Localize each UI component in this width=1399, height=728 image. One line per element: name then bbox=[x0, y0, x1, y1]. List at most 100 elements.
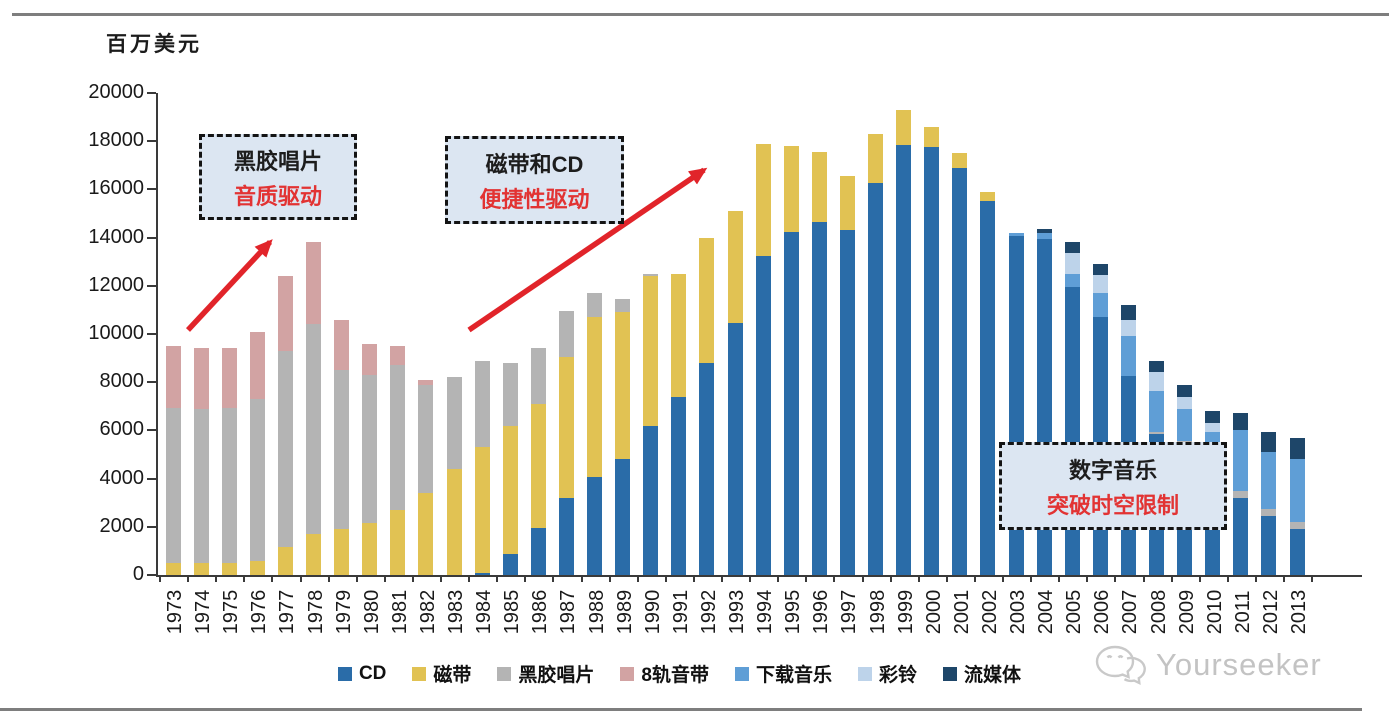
bar-segment-1984-黑胶唱片 bbox=[474, 360, 490, 448]
x-label-1988: 1988 bbox=[585, 589, 608, 635]
bar-segment-1974-磁带 bbox=[193, 562, 209, 575]
x-tick bbox=[608, 575, 611, 582]
bar-segment-1999-CD bbox=[896, 144, 912, 575]
bar-segment-1984-CD bbox=[474, 572, 490, 575]
bar-segment-1987-黑胶唱片 bbox=[558, 311, 574, 357]
bar-segment-1988-CD bbox=[587, 477, 602, 575]
x-tick bbox=[468, 575, 471, 582]
x-label-2007: 2007 bbox=[1119, 589, 1142, 635]
y-tick-label-4000: 4000 bbox=[99, 466, 145, 489]
x-tick bbox=[552, 575, 555, 582]
bar-segment-2006-下载音乐 bbox=[1092, 293, 1108, 318]
bar-segment-2000-磁带 bbox=[924, 126, 940, 148]
x-tick bbox=[973, 575, 976, 582]
bar-segment-2012-流媒体 bbox=[1261, 431, 1277, 453]
y-tick bbox=[147, 92, 156, 94]
bar-segment-1981-磁带 bbox=[390, 509, 406, 575]
legend-label-磁带: 磁带 bbox=[433, 665, 472, 686]
annotation-cassette-cd: 磁带和CD 便捷性驱动 bbox=[445, 136, 624, 224]
legend-label-流媒体: 流媒体 bbox=[964, 665, 1022, 686]
x-label-2010: 2010 bbox=[1203, 589, 1226, 635]
annotation-cassette-cd-title: 磁带和CD bbox=[485, 151, 584, 177]
bar-segment-1983-黑胶唱片 bbox=[446, 377, 462, 469]
x-tick bbox=[917, 575, 920, 582]
bar-segment-2009-彩铃 bbox=[1177, 396, 1193, 409]
x-tick bbox=[1114, 575, 1117, 582]
legend-item-黑胶唱片: 黑胶唱片 bbox=[497, 660, 594, 687]
x-label-1983: 1983 bbox=[445, 589, 467, 635]
bar-segment-1993-CD bbox=[727, 323, 743, 575]
legend-label-下载音乐: 下载音乐 bbox=[756, 665, 833, 686]
x-label-1975: 1975 bbox=[220, 589, 243, 635]
bar-segment-1973-黑胶唱片 bbox=[165, 407, 181, 563]
x-tick bbox=[664, 575, 667, 582]
x-tick bbox=[777, 575, 780, 582]
bar-segment-1980-黑胶唱片 bbox=[362, 374, 378, 524]
bar-segment-1996-CD bbox=[811, 221, 827, 575]
bar-segment-1988-磁带 bbox=[587, 317, 602, 478]
bar-segment-2010-彩铃 bbox=[1205, 423, 1221, 432]
bar-segment-2013-黑胶唱片 bbox=[1289, 522, 1305, 530]
legend-marker-磁带 bbox=[412, 666, 427, 681]
bar-segment-1990-CD bbox=[643, 425, 659, 575]
x-tick bbox=[889, 575, 892, 582]
x-label-1991: 1991 bbox=[669, 589, 692, 635]
x-tick bbox=[1142, 575, 1145, 582]
bar-segment-1981-8轨音带 bbox=[390, 346, 406, 366]
bar-segment-2008-彩铃 bbox=[1149, 371, 1164, 391]
bar-segment-2005-彩铃 bbox=[1064, 253, 1080, 274]
x-label-2001: 2001 bbox=[950, 589, 973, 635]
bottom-rule bbox=[0, 708, 1362, 711]
bar-segment-1999-磁带 bbox=[896, 109, 912, 145]
y-tick bbox=[147, 236, 156, 239]
x-label-1981: 1981 bbox=[388, 589, 411, 635]
x-label-1992: 1992 bbox=[697, 589, 720, 635]
x-tick bbox=[636, 575, 639, 582]
bar-segment-1986-CD bbox=[530, 528, 546, 575]
bar-segment-1986-黑胶唱片 bbox=[530, 348, 546, 404]
bar-segment-1978-8轨音带 bbox=[306, 242, 321, 325]
x-label-1980: 1980 bbox=[360, 589, 383, 635]
bar-segment-1975-磁带 bbox=[221, 562, 237, 575]
bar-segment-2000-CD bbox=[924, 147, 940, 575]
bar-segment-1987-磁带 bbox=[558, 356, 574, 498]
bar-segment-1983-磁带 bbox=[446, 468, 462, 575]
bar-segment-1993-磁带 bbox=[727, 211, 743, 324]
x-label-1986: 1986 bbox=[529, 589, 552, 635]
x-label-1993: 1993 bbox=[726, 589, 748, 635]
bar-segment-2013-下载音乐 bbox=[1289, 458, 1305, 523]
legend-marker-黑胶唱片 bbox=[497, 666, 512, 681]
bar-segment-2001-磁带 bbox=[952, 153, 968, 168]
x-tick bbox=[440, 575, 442, 582]
legend-item-CD: CD bbox=[337, 663, 386, 685]
bar-segment-1989-黑胶唱片 bbox=[615, 299, 631, 313]
x-label-1979: 1979 bbox=[332, 589, 355, 635]
bar-segment-1991-CD bbox=[671, 396, 687, 575]
bar-segment-2001-CD bbox=[952, 167, 968, 575]
x-label-2011: 2011 bbox=[1231, 590, 1254, 634]
legend-item-磁带: 磁带 bbox=[412, 660, 471, 687]
x-label-2003: 2003 bbox=[1007, 589, 1029, 635]
bar-segment-1975-8轨音带 bbox=[221, 348, 237, 408]
bar-segment-1978-磁带 bbox=[306, 534, 321, 575]
legend-label-彩铃: 彩铃 bbox=[879, 665, 918, 686]
bar-segment-2008-下载音乐 bbox=[1149, 390, 1164, 432]
y-tick-label-2000: 2000 bbox=[99, 514, 145, 537]
bar-segment-2004-流媒体 bbox=[1036, 229, 1052, 233]
legend-marker-彩铃 bbox=[858, 666, 873, 681]
x-tick bbox=[496, 575, 499, 582]
legend-marker-CD bbox=[337, 666, 352, 681]
x-label-1982: 1982 bbox=[416, 589, 439, 635]
x-label-1976: 1976 bbox=[248, 589, 271, 635]
bar-segment-1982-磁带 bbox=[418, 493, 434, 575]
legend-label-8轨音带: 8轨音带 bbox=[641, 665, 709, 686]
bar-segment-2009-下载音乐 bbox=[1177, 408, 1193, 442]
bar-segment-2012-CD bbox=[1261, 515, 1277, 575]
bar-segment-2007-下载音乐 bbox=[1120, 336, 1136, 377]
x-label-2000: 2000 bbox=[922, 589, 945, 635]
bar-segment-1998-CD bbox=[868, 183, 883, 575]
bar-segment-1979-磁带 bbox=[334, 529, 350, 575]
bar-segment-2005-下载音乐 bbox=[1064, 273, 1080, 288]
x-label-1978: 1978 bbox=[304, 589, 327, 635]
bar-segment-1977-黑胶唱片 bbox=[277, 350, 293, 548]
